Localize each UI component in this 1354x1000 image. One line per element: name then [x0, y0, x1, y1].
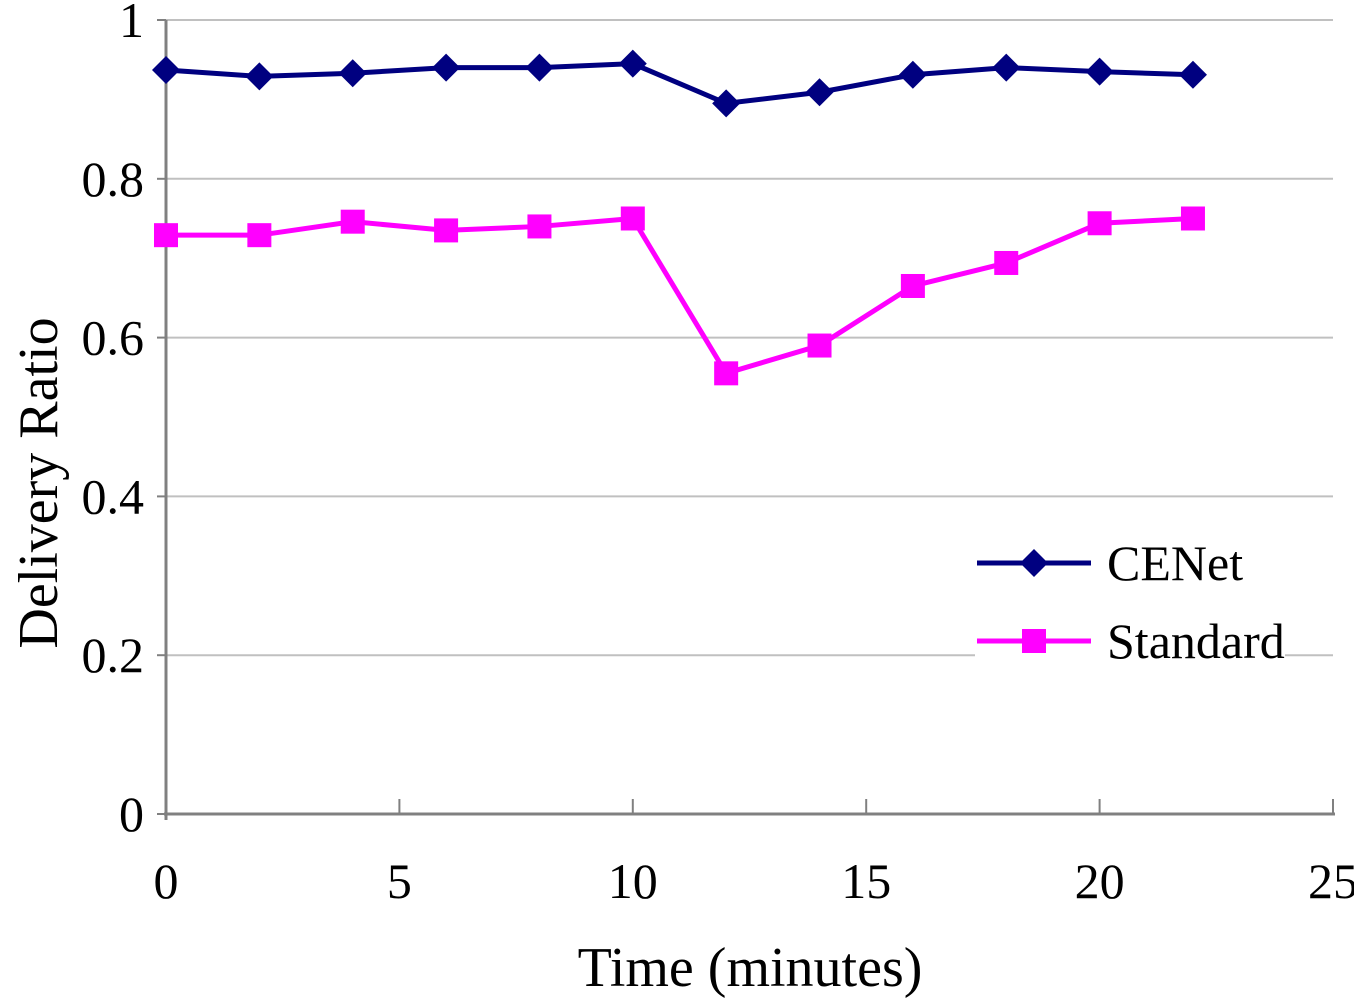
- cenet-marker: [618, 49, 647, 78]
- standard-marker: [247, 223, 272, 248]
- y-tick-label: 0.8: [82, 151, 145, 207]
- standard-marker: [340, 209, 365, 234]
- standard-legend-marker: [1022, 629, 1046, 653]
- cenet-marker: [525, 53, 554, 82]
- x-axis-title: Time (minutes): [577, 937, 923, 999]
- x-tick-label: 20: [1075, 853, 1125, 909]
- cenet-marker: [992, 53, 1021, 82]
- cenet-marker: [432, 53, 461, 82]
- y-tick-label: 0.2: [82, 627, 145, 683]
- cenet-marker: [245, 62, 274, 91]
- cenet-marker: [712, 89, 741, 118]
- cenet-marker: [1085, 57, 1114, 86]
- cenet-line: [165, 61, 1194, 106]
- x-tick-label: 25: [1308, 853, 1354, 909]
- standard-marker: [714, 361, 739, 386]
- y-tick-label: 0: [119, 786, 144, 842]
- y-axis-title: Delivery Ratio: [8, 317, 70, 649]
- y-tick-label: 1: [119, 0, 144, 48]
- x-tick-label: 0: [154, 853, 179, 909]
- legend-item-cenet: CENet: [975, 524, 1285, 602]
- standard-marker: [900, 273, 925, 298]
- standard-marker-icon: [977, 629, 1091, 653]
- legend: CENet Standard: [975, 520, 1285, 686]
- x-tick-label: 15: [841, 853, 891, 909]
- y-tick-label: 0.6: [82, 310, 145, 366]
- x-tick-label: 10: [608, 853, 658, 909]
- cenet-marker: [898, 60, 927, 89]
- standard-marker: [994, 250, 1019, 275]
- standard-marker: [527, 214, 552, 239]
- y-tick-label: 0.4: [82, 468, 145, 524]
- cenet-marker: [805, 78, 834, 107]
- cenet-marker: [152, 56, 180, 85]
- standard-marker: [154, 223, 178, 248]
- standard-marker: [1087, 211, 1112, 236]
- standard-marker: [1180, 206, 1205, 231]
- cenet-legend-marker: [1020, 549, 1048, 577]
- x-tick-label: 5: [387, 853, 412, 909]
- cenet-marker-icon: [977, 549, 1091, 577]
- standard-marker: [434, 218, 459, 243]
- standard-marker: [807, 333, 832, 358]
- cenet-marker: [338, 59, 367, 88]
- legend-item-standard: Standard: [975, 602, 1285, 680]
- standard-marker: [620, 206, 645, 231]
- cenet-marker: [1178, 60, 1207, 89]
- standard-line: [166, 215, 1194, 377]
- legend-label-cenet: CENet: [1107, 535, 1244, 591]
- legend-label-standard: Standard: [1107, 613, 1285, 669]
